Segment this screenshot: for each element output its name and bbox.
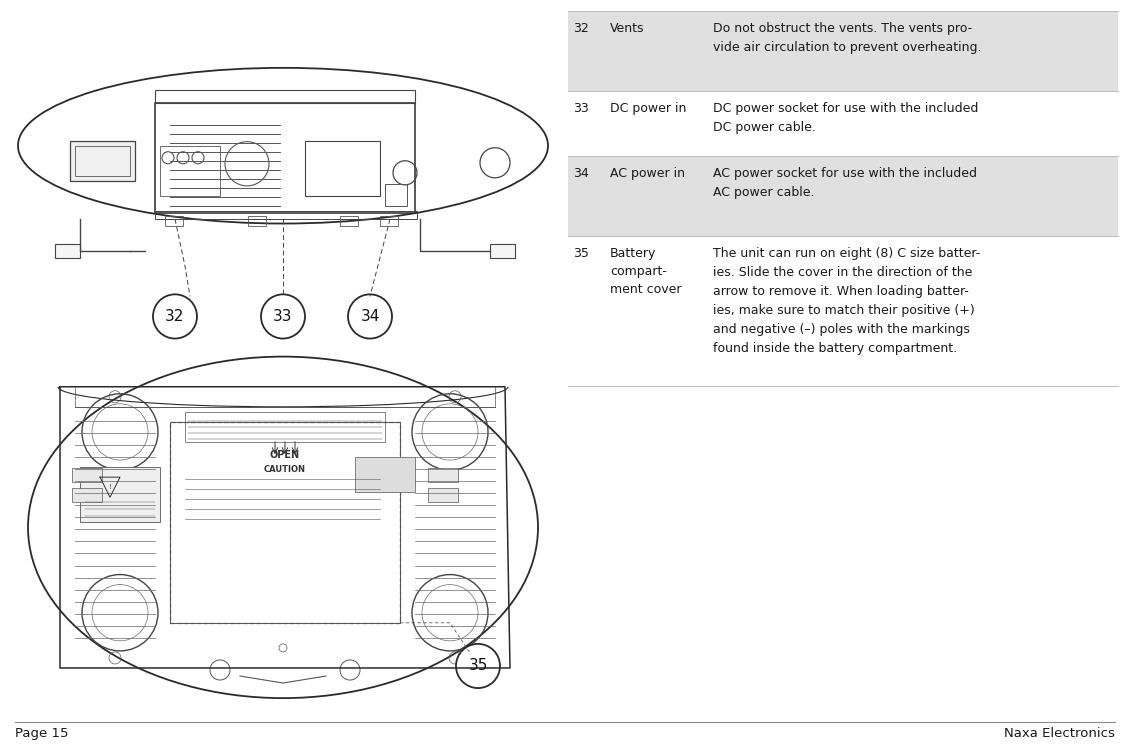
Ellipse shape — [28, 357, 538, 698]
Text: CAUTION: CAUTION — [264, 465, 306, 473]
Bar — [568, 11, 1118, 91]
Circle shape — [153, 294, 197, 339]
Bar — [170, 422, 400, 623]
Bar — [428, 488, 458, 502]
Bar — [80, 467, 160, 522]
Ellipse shape — [18, 68, 548, 224]
Text: 35: 35 — [468, 658, 488, 674]
Text: DC power socket for use with the included
DC power cable.: DC power socket for use with the include… — [713, 102, 979, 134]
Text: Naxa Electronics: Naxa Electronics — [1005, 727, 1115, 740]
Bar — [247, 216, 266, 226]
Text: Page 15: Page 15 — [15, 727, 69, 740]
Text: 33: 33 — [573, 102, 589, 115]
Bar — [385, 184, 407, 206]
Circle shape — [348, 294, 392, 339]
Bar — [155, 211, 417, 219]
Bar — [170, 422, 400, 623]
Bar — [155, 103, 415, 213]
Bar — [305, 141, 380, 196]
Bar — [568, 156, 1118, 236]
Text: DC power in: DC power in — [610, 102, 686, 115]
Bar — [72, 488, 102, 502]
Text: !: ! — [108, 484, 112, 490]
Bar — [155, 91, 415, 103]
Bar — [490, 244, 515, 259]
Text: 35: 35 — [573, 247, 589, 260]
Bar — [72, 468, 102, 482]
Text: AC power socket for use with the included
AC power cable.: AC power socket for use with the include… — [713, 167, 977, 199]
Bar — [70, 141, 134, 181]
Bar — [355, 457, 415, 492]
Text: 34: 34 — [573, 167, 589, 180]
Bar — [428, 468, 458, 482]
Circle shape — [261, 294, 305, 339]
Bar — [380, 216, 398, 226]
Text: The unit can run on eight (8) C size batter-
ies. Slide the cover in the directi: The unit can run on eight (8) C size bat… — [713, 247, 980, 355]
Bar — [75, 146, 130, 176]
Text: AC power in: AC power in — [610, 167, 685, 180]
Circle shape — [457, 644, 499, 688]
Text: 32: 32 — [573, 22, 589, 35]
Text: 32: 32 — [165, 309, 184, 324]
Text: Do not obstruct the vents. The vents pro-
vide air circulation to prevent overhe: Do not obstruct the vents. The vents pro… — [713, 22, 982, 54]
Bar — [340, 216, 358, 226]
Text: 34: 34 — [360, 309, 380, 324]
Text: Battery
compart-
ment cover: Battery compart- ment cover — [610, 247, 681, 296]
Text: Vents: Vents — [610, 22, 644, 35]
Bar — [165, 216, 183, 226]
Text: OPEN: OPEN — [270, 450, 301, 460]
Text: 33: 33 — [273, 309, 293, 324]
Bar — [55, 244, 80, 259]
Bar — [185, 412, 385, 442]
Bar — [160, 146, 220, 196]
